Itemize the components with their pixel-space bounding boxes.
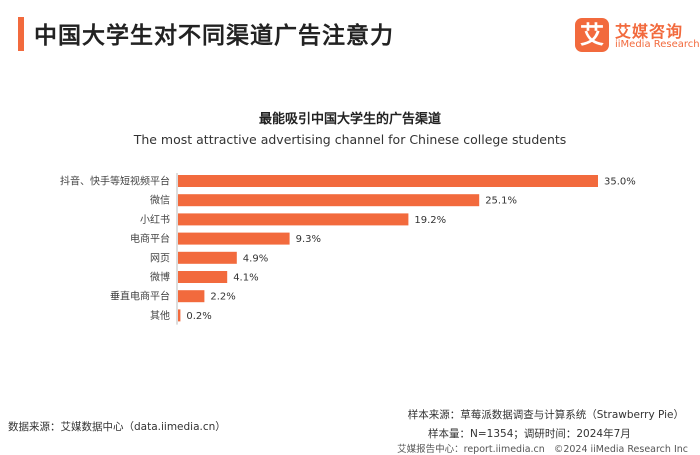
page-title: 中国大学生对不同渠道广告注意力 <box>34 23 394 49</box>
bar <box>178 232 290 245</box>
chart-subtitle: The most attractive advertising channel … <box>133 132 567 147</box>
category-label: 电商平台 <box>130 232 170 245</box>
bar <box>178 213 409 226</box>
category-label: 微博 <box>150 271 170 284</box>
bar <box>178 194 480 207</box>
value-label: 19.2% <box>414 215 446 226</box>
chart-title: 最能吸引中国大学生的广告渠道 <box>258 112 441 127</box>
value-label: 35.0% <box>604 177 636 188</box>
value-label: 2.2% <box>210 292 235 303</box>
value-label: 9.3% <box>296 234 321 245</box>
bar <box>178 309 181 322</box>
logo-name-cn: 艾媒咨询 <box>615 22 684 41</box>
title-accent-bar <box>18 17 24 51</box>
bar <box>178 175 598 187</box>
footer-strip: 艾媒报告中心：report.iimedia.cn ©2024 iiMedia R… <box>0 441 700 455</box>
sample-size: 样本量：N=1354；调研时间：2024年7月 <box>428 428 631 440</box>
category-label: 其他 <box>150 309 170 322</box>
category-label: 小红书 <box>140 213 170 226</box>
value-label: 0.2% <box>186 311 211 322</box>
copyright-text: ©2024 iiMedia Research Inc <box>553 444 688 455</box>
category-label: 微信 <box>150 194 170 207</box>
category-label: 网页 <box>150 252 170 264</box>
category-label: 垂直电商平台 <box>110 290 170 303</box>
bar <box>178 251 237 264</box>
logo-mark: 艾 <box>575 18 609 52</box>
category-label: 抖音、快手等短视频平台 <box>60 175 170 188</box>
bar <box>178 271 228 283</box>
value-label: 4.1% <box>233 273 258 284</box>
bar <box>178 290 205 303</box>
iimedia-logo: 艾 艾媒咨询 iiMedia Research <box>575 18 700 58</box>
data-source: 数据来源：艾媒数据中心（data.iimedia.cn） <box>8 421 226 433</box>
logo-name-en: iiMedia Research <box>615 39 700 50</box>
report-center-link[interactable]: 艾媒报告中心：report.iimedia.cn <box>397 444 545 455</box>
sample-source: 样本来源：草莓派数据调查与计算系统（Strawberry Pie） <box>407 409 684 421</box>
value-label: 4.9% <box>243 253 268 264</box>
value-label: 25.1% <box>485 196 517 207</box>
